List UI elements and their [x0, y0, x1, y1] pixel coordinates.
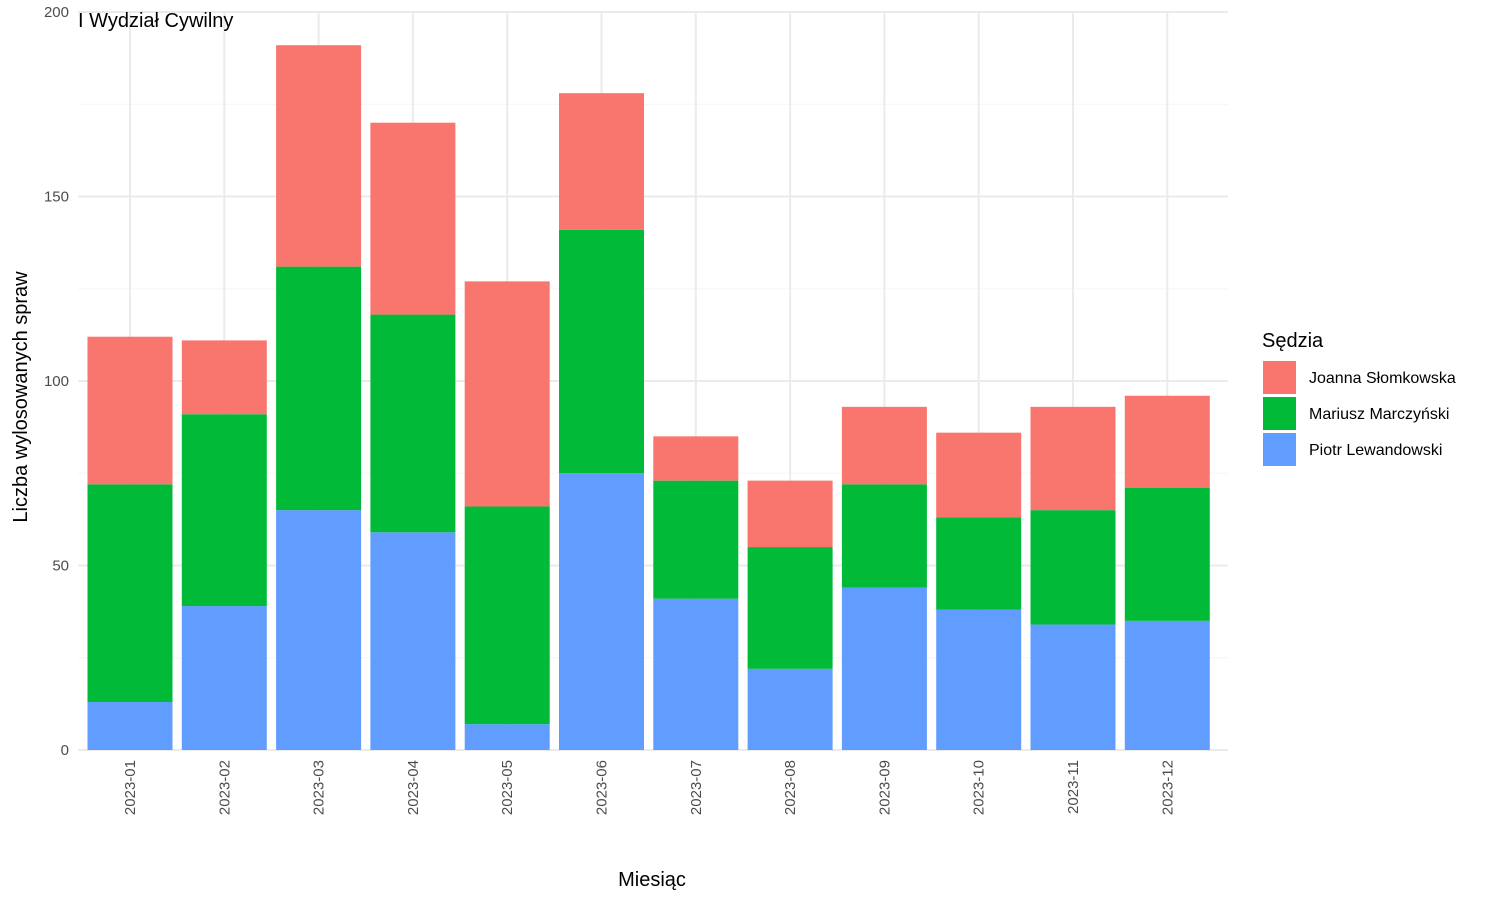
bar-segment — [464, 281, 550, 507]
y-tick-label: 100 — [44, 373, 69, 390]
x-tick-label: 2023-06 — [594, 760, 611, 815]
x-axis-title: Miesiąc — [618, 869, 686, 891]
bar-segment — [87, 702, 173, 750]
legend-label: Piotr Lewandowski — [1309, 442, 1442, 459]
bar-segment — [87, 484, 173, 703]
legend-key — [1263, 433, 1296, 466]
bar-segment — [370, 314, 456, 533]
x-tick-label: 2023-04 — [405, 760, 422, 815]
legend-label: Joanna Słomkowska — [1309, 370, 1456, 387]
legend-key — [1263, 361, 1296, 394]
legend-key — [1263, 397, 1296, 430]
bar-segment — [559, 229, 644, 474]
bar-segment — [841, 484, 927, 588]
bar-segment — [181, 340, 267, 415]
bars — [87, 45, 1210, 750]
bar-segment — [276, 510, 362, 750]
x-tick-label: 2023-05 — [499, 760, 516, 815]
bar-segment — [936, 517, 1022, 610]
bar-segment — [370, 532, 456, 750]
y-tick-label: 50 — [52, 558, 69, 575]
bar-segment — [559, 93, 644, 230]
y-axis-title: Liczba wylosowanych spraw — [10, 271, 32, 523]
bar-segment — [653, 598, 739, 750]
bar-segment — [464, 724, 550, 750]
legend: Sędzia Joanna Słomkowska Mariusz Marczyńs… — [1262, 330, 1456, 466]
x-tick-label: 2023-12 — [1159, 760, 1176, 815]
x-tick-label: 2023-11 — [1065, 760, 1082, 814]
y-tick-label: 150 — [44, 189, 69, 206]
bar-segment — [747, 547, 833, 669]
x-axis-ticks: 2023-01 2023-02 2023-03 2023-04 2023-05 2023-… — [122, 760, 1176, 815]
bar-segment — [1124, 620, 1210, 750]
bar-segment — [276, 45, 362, 267]
bar-segment — [1124, 488, 1210, 621]
x-tick-label: 2023-07 — [688, 760, 705, 815]
bar-segment — [559, 473, 644, 750]
bar-segment — [653, 480, 739, 599]
bar-segment — [276, 266, 362, 511]
bar-segment — [653, 436, 739, 481]
x-tick-label: 2023-09 — [876, 760, 893, 815]
bar-segment — [841, 587, 927, 750]
bar-segment — [1030, 624, 1116, 750]
bar-segment — [936, 609, 1022, 750]
legend-label: Mariusz Marczyński — [1309, 406, 1449, 423]
bar-segment — [1030, 510, 1116, 625]
legend-title: Sędzia — [1262, 330, 1324, 352]
bar-segment — [464, 506, 550, 725]
y-tick-label: 0 — [61, 742, 69, 759]
x-tick-label: 2023-08 — [782, 760, 799, 815]
bar-segment — [747, 668, 833, 750]
bar-segment — [841, 406, 927, 485]
x-tick-label: 2023-01 — [122, 760, 139, 815]
x-tick-label: 2023-02 — [216, 760, 233, 815]
bar-segment — [747, 480, 833, 548]
bar-segment — [936, 432, 1022, 518]
x-tick-label: 2023-03 — [311, 760, 328, 815]
bar-segment — [370, 122, 456, 315]
bar-segment — [181, 606, 267, 750]
chart-title: I Wydział Cywilny — [78, 10, 233, 32]
y-axis-ticks: 0 50 100 150 200 — [44, 4, 69, 759]
bar-segment — [1124, 395, 1210, 489]
bar-segment — [87, 336, 173, 485]
x-tick-label: 2023-10 — [971, 760, 988, 815]
bar-segment — [1030, 406, 1116, 511]
bar-segment — [181, 414, 267, 607]
y-tick-label: 200 — [44, 4, 69, 21]
